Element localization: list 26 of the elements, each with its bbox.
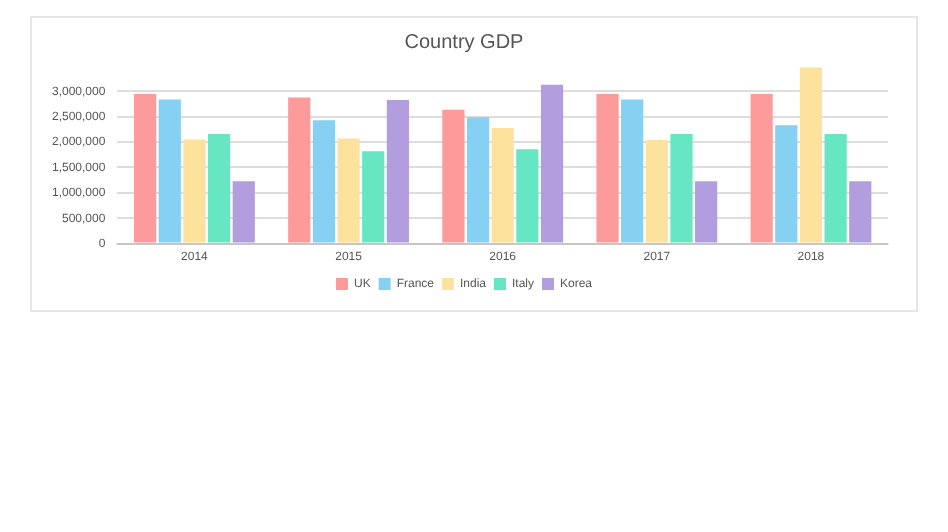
- bar: [540, 84, 564, 243]
- bar: [466, 117, 490, 243]
- bar: [750, 93, 773, 243]
- bar: [208, 134, 231, 243]
- bar: [775, 125, 798, 243]
- bar: [516, 149, 539, 243]
- bar: [596, 93, 619, 243]
- bar: [695, 181, 718, 243]
- bar: [158, 99, 181, 243]
- bar: [386, 100, 409, 243]
- bar: [621, 99, 644, 243]
- bar: [849, 181, 872, 243]
- bar: [491, 127, 514, 243]
- bar: [824, 134, 847, 243]
- bar: [312, 120, 336, 243]
- bar: [645, 140, 668, 243]
- bar: [442, 109, 465, 243]
- bar: [288, 97, 311, 243]
- bar: [362, 151, 385, 243]
- bar: [232, 181, 255, 243]
- bar: [670, 134, 693, 243]
- bar: [799, 67, 823, 243]
- bar: [337, 138, 360, 243]
- chart-title: Country GDP: [404, 31, 525, 54]
- bar: [134, 93, 157, 243]
- bar: [183, 139, 206, 243]
